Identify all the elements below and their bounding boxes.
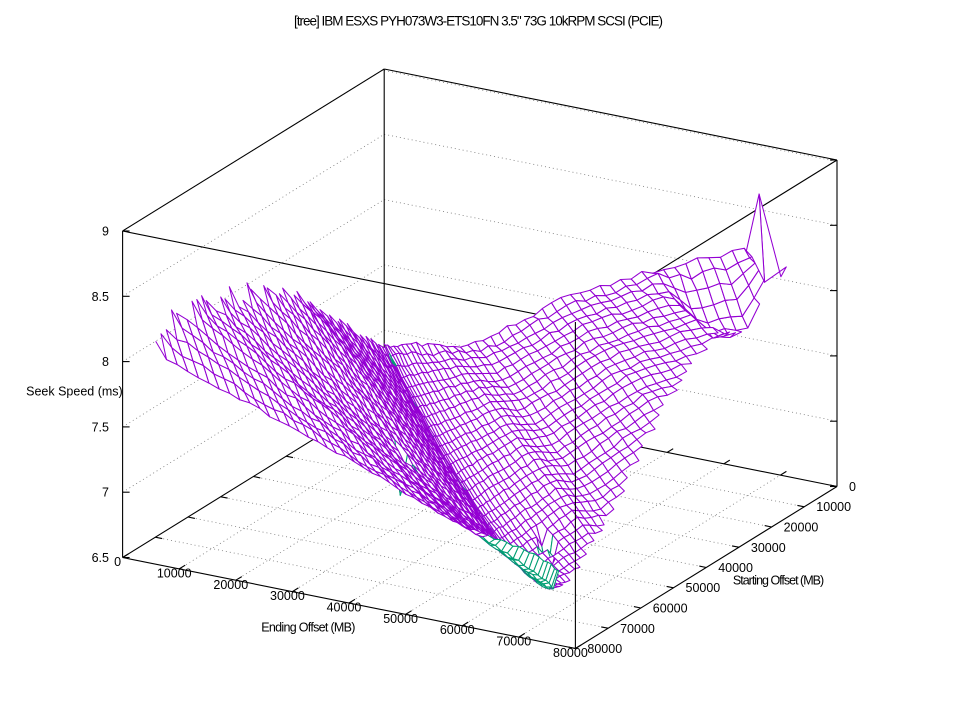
svg-text:10000: 10000 xyxy=(157,566,192,580)
svg-text:40000: 40000 xyxy=(718,561,753,575)
svg-text:80000: 80000 xyxy=(553,646,588,660)
svg-text:70000: 70000 xyxy=(620,622,655,636)
svg-text:60000: 60000 xyxy=(653,602,688,616)
svg-text:9: 9 xyxy=(102,225,109,239)
svg-text:40000: 40000 xyxy=(327,601,362,615)
svg-text:20000: 20000 xyxy=(784,521,819,535)
svg-text:10000: 10000 xyxy=(816,500,851,514)
svg-text:30000: 30000 xyxy=(270,589,305,603)
svg-text:70000: 70000 xyxy=(496,635,531,649)
svg-text:Starting Offset (MB): Starting Offset (MB) xyxy=(733,574,824,588)
svg-text:7.5: 7.5 xyxy=(92,420,109,434)
svg-text:50000: 50000 xyxy=(686,581,721,595)
svg-text:20000: 20000 xyxy=(213,578,248,592)
svg-text:30000: 30000 xyxy=(751,541,786,555)
svg-text:7: 7 xyxy=(102,486,109,500)
svg-text:[tree] IBM ESXS PYH073W3-ETS10: [tree] IBM ESXS PYH073W3-ETS10FN 3.5" 73… xyxy=(294,14,662,29)
svg-text:60000: 60000 xyxy=(440,623,475,637)
svg-text:Seek Speed (ms): Seek Speed (ms) xyxy=(26,385,123,399)
svg-text:50000: 50000 xyxy=(383,612,418,626)
svg-text:Ending Offset (MB): Ending Offset (MB) xyxy=(261,621,355,635)
svg-text:8: 8 xyxy=(102,355,109,369)
svg-text:80000: 80000 xyxy=(587,642,622,656)
svg-text:0: 0 xyxy=(114,555,121,569)
svg-text:8.5: 8.5 xyxy=(92,290,109,304)
svg-text:6.5: 6.5 xyxy=(92,551,109,565)
svg-text:0: 0 xyxy=(849,480,856,494)
